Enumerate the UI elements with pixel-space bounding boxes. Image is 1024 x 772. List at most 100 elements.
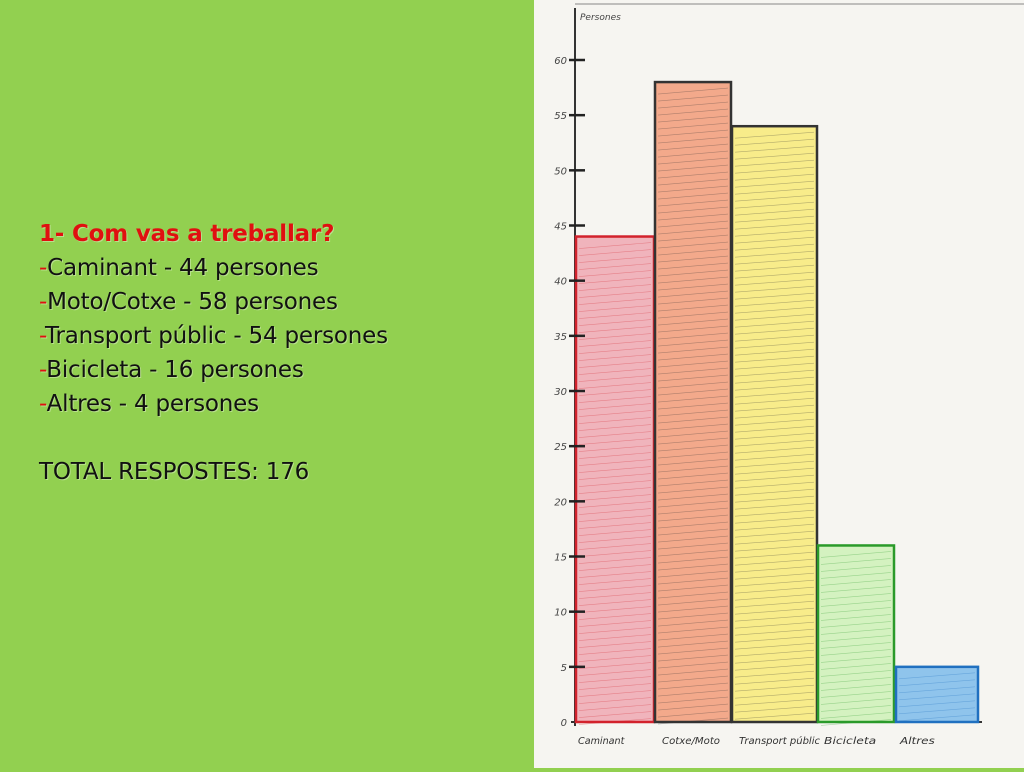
hatch-stroke: [657, 115, 729, 123]
hatch-stroke: [578, 508, 652, 515]
hatch-stroke: [734, 656, 815, 664]
hatch-stroke: [578, 522, 652, 529]
response-item-label: Transport públic - 54 persones: [45, 323, 388, 349]
hatch-stroke: [734, 257, 815, 265]
hatch-stroke: [734, 516, 815, 524]
hatch-stroke: [578, 452, 652, 459]
response-item: -Altres - 4 persones: [39, 387, 519, 421]
hatch-stroke: [578, 284, 652, 291]
hatch-stroke: [820, 551, 892, 558]
hatch-stroke: [578, 340, 652, 347]
hatch-stroke: [734, 313, 815, 321]
hatch-stroke: [657, 514, 729, 522]
hatch-stroke: [578, 585, 652, 592]
hatch-stroke: [578, 487, 652, 494]
hatch-stroke: [734, 334, 815, 342]
y-tick-label: 20: [554, 497, 567, 508]
bar-hatching: [578, 242, 652, 725]
hatch-stroke: [578, 669, 652, 676]
question-title: 1- Com vas a treballar?: [39, 221, 335, 247]
hatch-stroke: [578, 683, 652, 690]
hatch-stroke: [657, 94, 729, 102]
hatch-stroke: [657, 542, 729, 550]
hatch-stroke: [734, 229, 815, 237]
hatch-stroke: [578, 291, 652, 298]
response-item-label: Caminant - 44 persones: [47, 255, 319, 281]
hatch-stroke: [657, 318, 729, 326]
hatch-stroke: [734, 278, 815, 286]
hatch-stroke: [578, 641, 652, 648]
hatch-stroke: [734, 621, 815, 629]
hatch-stroke: [734, 355, 815, 363]
hatch-stroke: [657, 234, 729, 242]
hatch-stroke: [578, 347, 652, 354]
hatch-stroke: [734, 173, 815, 181]
hatch-stroke: [578, 718, 652, 725]
x-tick-label: Transport públic: [739, 736, 821, 747]
hatch-stroke: [578, 312, 652, 319]
hatch-stroke: [734, 376, 815, 384]
hatch-stroke: [657, 612, 729, 620]
hatch-stroke: [898, 700, 976, 708]
hatch-stroke: [820, 656, 892, 663]
hatch-stroke: [734, 250, 815, 258]
hatch-stroke: [820, 628, 892, 635]
hatch-stroke: [734, 586, 815, 594]
hatch-stroke: [734, 439, 815, 447]
hatch-stroke: [734, 579, 815, 587]
hatch-stroke: [657, 269, 729, 277]
hatch-stroke: [734, 712, 815, 720]
hatch-stroke: [734, 649, 815, 657]
hatch-stroke: [657, 633, 729, 641]
hatch-stroke: [734, 397, 815, 405]
hatch-stroke: [657, 129, 729, 137]
hatch-stroke: [578, 599, 652, 606]
hatch-stroke: [734, 481, 815, 489]
hatch-stroke: [657, 101, 729, 109]
hatch-stroke: [734, 523, 815, 531]
hatch-stroke: [734, 705, 815, 713]
y-tick-label: 15: [554, 553, 567, 564]
hatch-stroke: [578, 445, 652, 452]
bar-cotxe-moto: [653, 80, 733, 724]
hatch-stroke: [578, 655, 652, 662]
hatch-stroke: [820, 642, 892, 649]
hatch-stroke: [578, 459, 652, 466]
hatch-stroke: [657, 206, 729, 214]
hatch-stroke: [657, 409, 729, 417]
hatch-stroke: [820, 572, 892, 579]
hatch-stroke: [657, 703, 729, 711]
response-item: -Caminant - 44 persones: [39, 251, 519, 285]
hatch-stroke: [734, 348, 815, 356]
hatch-stroke: [657, 311, 729, 319]
hatch-stroke: [734, 432, 815, 440]
total-responses: TOTAL RESPOSTES: 176: [39, 459, 310, 485]
y-tick-label: 10: [554, 608, 567, 619]
hatch-stroke: [578, 704, 652, 711]
hatch-stroke: [657, 689, 729, 697]
hatch-stroke: [657, 374, 729, 382]
hatch-stroke: [578, 515, 652, 522]
hatch-stroke: [578, 473, 652, 480]
hatch-stroke: [657, 472, 729, 480]
hatch-stroke: [657, 423, 729, 431]
hatch-stroke: [820, 663, 892, 670]
hatch-stroke: [657, 241, 729, 249]
hatch-stroke: [578, 368, 652, 375]
hatch-stroke: [578, 424, 652, 431]
hatch-stroke: [734, 180, 815, 188]
hatch-stroke: [657, 549, 729, 557]
hatch-stroke: [734, 593, 815, 601]
hatch-stroke: [657, 654, 729, 662]
hatch-stroke: [578, 662, 652, 669]
hatch-stroke: [657, 353, 729, 361]
hatch-stroke: [734, 236, 815, 244]
hatch-stroke: [734, 509, 815, 517]
hatch-stroke: [820, 649, 892, 656]
hatch-stroke: [657, 647, 729, 655]
bar-bicicleta: [816, 544, 896, 724]
hatch-stroke: [578, 270, 652, 277]
hatch-stroke: [734, 299, 815, 307]
response-item-label: Altres - 4 persones: [46, 391, 259, 417]
hatch-stroke: [820, 684, 892, 691]
